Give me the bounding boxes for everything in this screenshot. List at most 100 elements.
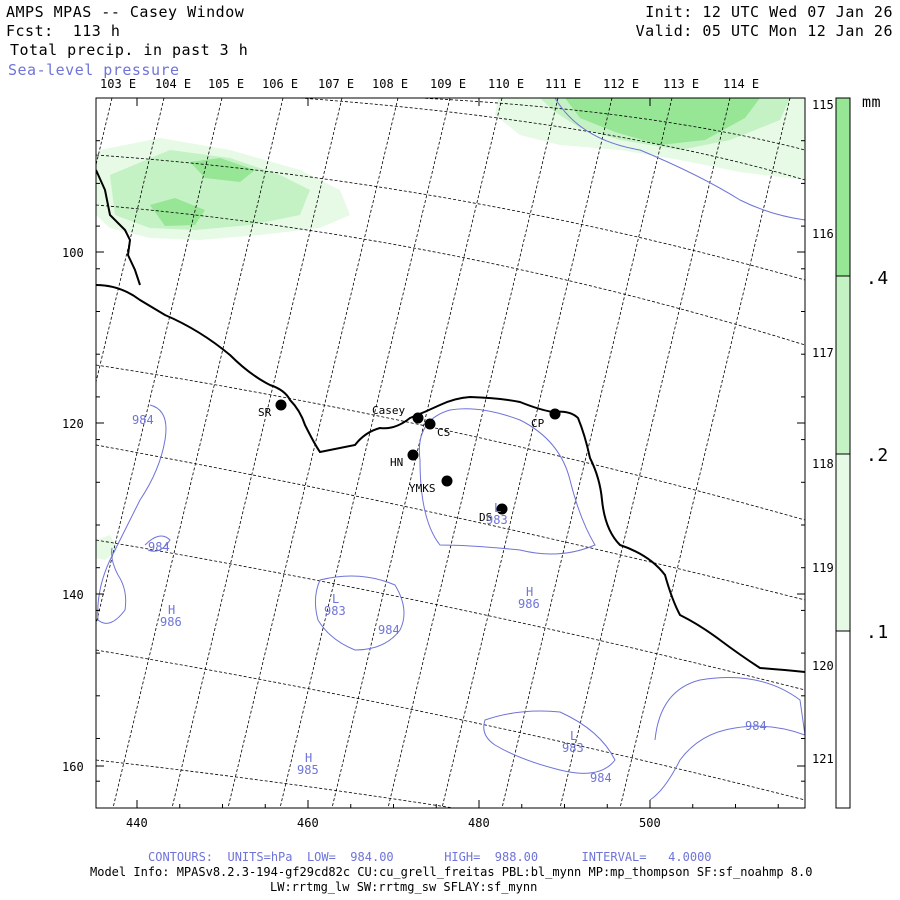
field-name: Total precip. in past 3 h bbox=[10, 41, 249, 59]
parallel-line bbox=[96, 649, 805, 801]
station-label-hn: HN bbox=[390, 456, 403, 469]
station-marker-casey bbox=[412, 412, 424, 424]
top-lon-label: 109 E bbox=[430, 77, 466, 91]
pressure-value-label: 983 bbox=[486, 513, 508, 527]
legend-swatch-mid bbox=[836, 276, 850, 454]
parallel-line bbox=[419, 98, 805, 151]
precip-area-left-core bbox=[150, 198, 205, 226]
top-lon-label: 103 E bbox=[100, 77, 136, 91]
init-time: Init: 12 UTC Wed 07 Jan 26 bbox=[645, 3, 893, 21]
coastline bbox=[96, 169, 805, 673]
pressure-center-letter: L bbox=[570, 729, 577, 743]
y-tick-label: 140 bbox=[62, 588, 84, 602]
legend-level-2: .2 bbox=[866, 445, 889, 466]
station-marker-ymks bbox=[441, 475, 453, 487]
contour-info: CONTOURS: UNITS=hPa LOW= 984.00 HIGH= 98… bbox=[148, 850, 712, 864]
x-tick-label: 460 bbox=[297, 816, 319, 830]
axis-ticks: 100 120 140 160 440 460 480 500 bbox=[62, 97, 805, 830]
pressure-value-label: 986 bbox=[160, 615, 182, 629]
meridian-line bbox=[387, 98, 559, 808]
station-marker-cp bbox=[549, 408, 561, 420]
contour-top bbox=[554, 98, 805, 221]
station-marker-cs bbox=[424, 418, 436, 430]
pressure-value-label: 983 bbox=[562, 741, 584, 755]
pressure-value-label: 984 bbox=[132, 413, 154, 427]
precip-legend bbox=[835, 97, 851, 809]
parallel-line bbox=[96, 364, 805, 521]
pressure-center-letter: L bbox=[494, 501, 501, 515]
top-lon-label: 111 E bbox=[545, 77, 581, 91]
top-lon-label: 112 E bbox=[603, 77, 639, 91]
pressure-center-letter: L bbox=[332, 592, 339, 606]
pressure-value-label: 986 bbox=[518, 597, 540, 611]
parallel-line bbox=[96, 154, 805, 281]
legend-swatch-light bbox=[836, 454, 850, 631]
x-tick-label: 500 bbox=[639, 816, 661, 830]
contour-spiral bbox=[144, 535, 171, 552]
overlay-name: Sea-level pressure bbox=[8, 61, 180, 79]
station-layer: SR Casey CS CP HN YMKS DS bbox=[258, 399, 561, 524]
contour-south-east bbox=[483, 710, 616, 774]
legend-level-1: .4 bbox=[866, 268, 889, 289]
pressure-center-letter: H bbox=[305, 751, 312, 765]
top-lon-label: 104 E bbox=[155, 77, 191, 91]
top-lon-label: 108 E bbox=[372, 77, 408, 91]
meridian-line bbox=[96, 98, 165, 384]
pressure-value-label: 985 bbox=[297, 763, 319, 777]
meridian-line bbox=[619, 98, 791, 808]
meridian-line bbox=[171, 98, 343, 808]
parallel-line bbox=[96, 204, 805, 346]
station-label-ymks: YMKS bbox=[409, 482, 436, 495]
legend-unit: mm bbox=[862, 93, 882, 111]
station-label-cs: CS bbox=[437, 426, 450, 439]
parallel-line bbox=[96, 444, 805, 601]
plot-frame bbox=[95, 97, 806, 809]
pressure-value-label: 983 bbox=[324, 604, 346, 618]
top-lon-label: 105 E bbox=[208, 77, 244, 91]
station-label-cp: CP bbox=[531, 417, 545, 430]
top-lon-label: 106 E bbox=[262, 77, 298, 91]
station-marker-ds bbox=[496, 503, 508, 515]
meridian-line bbox=[227, 98, 399, 808]
valid-time: Valid: 05 UTC Mon 12 Jan 26 bbox=[635, 22, 893, 40]
pressure-center-letter: H bbox=[526, 585, 533, 599]
station-label-casey: Casey bbox=[372, 404, 405, 417]
pressure-contours bbox=[97, 98, 805, 801]
pressure-value-label: 984 bbox=[378, 623, 400, 637]
parallel-line bbox=[299, 98, 805, 181]
x-tick-label: 440 bbox=[126, 816, 148, 830]
parallel-line bbox=[96, 539, 805, 691]
y-tick-label: 160 bbox=[62, 760, 84, 774]
pressure-value-label: 984 bbox=[148, 540, 170, 554]
coastline-inlet bbox=[96, 169, 141, 286]
top-lon-label: 110 E bbox=[488, 77, 524, 91]
top-lon-label: 107 E bbox=[318, 77, 354, 91]
station-marker-sr bbox=[275, 399, 287, 411]
meridian-line bbox=[559, 98, 731, 808]
station-label-ds: DS bbox=[479, 511, 492, 524]
pressure-value-label: 984 bbox=[745, 719, 767, 733]
pressure-center-letter: H bbox=[168, 603, 175, 617]
y-tick-label: 100 bbox=[62, 246, 84, 260]
top-lon-label: 114 E bbox=[723, 77, 759, 91]
coastline-main bbox=[96, 284, 805, 673]
meridian-line bbox=[441, 98, 613, 808]
top-longitude-labels: 103 E 104 E 105 E 106 E 107 E 108 E 109 E 110 E… bbox=[100, 77, 759, 91]
precip-area-top-core bbox=[565, 98, 760, 145]
contour-low-left bbox=[314, 575, 405, 651]
y-tick-label: 120 bbox=[62, 417, 84, 431]
map-title: AMPS MPAS -- Casey Window bbox=[6, 3, 245, 21]
meridian-line bbox=[96, 98, 113, 167]
contour-south-east-outer bbox=[649, 677, 805, 801]
contour-west bbox=[97, 404, 167, 624]
pressure-value-label: 984 bbox=[590, 771, 612, 785]
graticule bbox=[96, 98, 805, 808]
precip-shading bbox=[96, 98, 805, 560]
meridian-line bbox=[112, 98, 284, 808]
model-info: Model Info: MPASv8.2.3-194-gf29cd82c CU:… bbox=[90, 865, 813, 879]
legend-swatch-dark bbox=[836, 98, 850, 276]
x-tick-label: 480 bbox=[468, 816, 490, 830]
legend-swatch-none bbox=[836, 631, 850, 808]
